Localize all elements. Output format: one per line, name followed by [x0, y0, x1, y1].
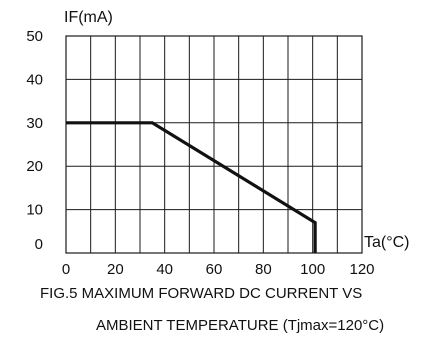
- caption-line-2: AMBIENT TEMPERATURE (Tjmax=120°C): [96, 317, 384, 334]
- y-tick-label: 30: [26, 115, 43, 132]
- x-tick-label: 60: [206, 261, 223, 278]
- tick-labels: 0 20 40 60 80 100 120 0 10 20 30 40 50: [26, 28, 374, 278]
- x-tick-label: 20: [107, 261, 124, 278]
- grid-lines: [66, 36, 362, 253]
- x-tick-label: 100: [300, 261, 325, 278]
- y-axis-label: IF(mA): [64, 9, 113, 26]
- x-tick-label: 0: [62, 261, 70, 278]
- y-tick-label: 50: [26, 28, 43, 45]
- y-tick-label: 0: [35, 236, 43, 253]
- derating-curve: [66, 121, 317, 253]
- plot-frame: [65, 35, 363, 254]
- x-tick-label: 40: [156, 261, 173, 278]
- x-axis-label: Ta(°C): [364, 234, 410, 251]
- y-tick-label: 40: [26, 71, 43, 88]
- x-tick-label: 120: [349, 261, 374, 278]
- caption-line-1: FIG.5 MAXIMUM FORWARD DC CURRENT VS: [40, 285, 362, 302]
- y-tick-label: 20: [26, 158, 43, 175]
- series-layer: [66, 121, 317, 253]
- x-tick-label: 80: [255, 261, 272, 278]
- y-tick-label: 10: [26, 202, 43, 219]
